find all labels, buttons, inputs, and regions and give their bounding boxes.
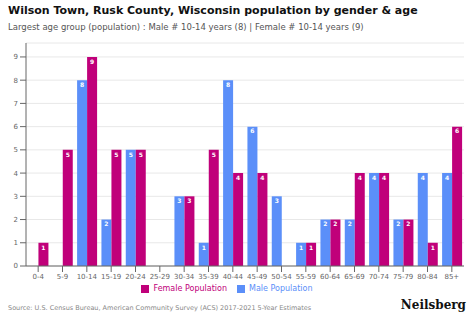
svg-text:8: 8 bbox=[226, 81, 230, 88]
svg-text:40-44: 40-44 bbox=[223, 273, 244, 281]
svg-text:5: 5 bbox=[14, 146, 18, 154]
svg-text:9: 9 bbox=[14, 53, 18, 61]
svg-text:1: 1 bbox=[309, 244, 313, 251]
svg-text:4: 4 bbox=[382, 174, 386, 181]
svg-text:4: 4 bbox=[260, 174, 264, 181]
svg-text:6: 6 bbox=[250, 127, 254, 134]
svg-text:5: 5 bbox=[114, 151, 118, 158]
svg-text:65-69: 65-69 bbox=[344, 273, 364, 281]
svg-text:60-64: 60-64 bbox=[320, 273, 341, 281]
svg-text:1: 1 bbox=[41, 244, 45, 251]
svg-text:75-79: 75-79 bbox=[393, 273, 413, 281]
svg-text:15-19: 15-19 bbox=[101, 273, 121, 281]
svg-text:1: 1 bbox=[299, 244, 303, 251]
svg-text:5: 5 bbox=[129, 151, 133, 158]
svg-text:50-54: 50-54 bbox=[271, 273, 292, 281]
svg-text:2: 2 bbox=[406, 220, 410, 227]
svg-text:35-39: 35-39 bbox=[198, 273, 218, 281]
svg-text:2: 2 bbox=[333, 220, 337, 227]
svg-text:8: 8 bbox=[80, 81, 84, 88]
html-text:Wilson Town, Rusk County, Wisc: Wilson Town, Rusk County, Wisconsin popu… bbox=[8, 4, 418, 17]
html-text:Neilsberg: Neilsberg bbox=[400, 298, 466, 312]
svg-text:3: 3 bbox=[177, 197, 181, 204]
svg-text:3: 3 bbox=[187, 197, 191, 204]
svg-text:2: 2 bbox=[396, 220, 400, 227]
svg-text:6: 6 bbox=[455, 127, 459, 134]
svg-text:70-74: 70-74 bbox=[369, 273, 390, 281]
svg-text:9: 9 bbox=[90, 58, 94, 65]
svg-text:4: 4 bbox=[358, 174, 362, 181]
svg-text:4: 4 bbox=[14, 170, 19, 178]
svg-text:5: 5 bbox=[66, 151, 70, 158]
svg-text:5: 5 bbox=[139, 151, 143, 158]
svg-text:8: 8 bbox=[14, 77, 18, 85]
svg-text:2: 2 bbox=[14, 216, 18, 224]
svg-text:1: 1 bbox=[14, 239, 18, 247]
svg-text:4: 4 bbox=[445, 174, 449, 181]
svg-text:5: 5 bbox=[212, 151, 216, 158]
svg-text:3: 3 bbox=[14, 193, 18, 201]
svg-text:45-49: 45-49 bbox=[247, 273, 267, 281]
html-text:Largest age group (population): Largest age group (population) : Male # … bbox=[8, 22, 364, 32]
svg-text:4: 4 bbox=[372, 174, 376, 181]
svg-text:2: 2 bbox=[323, 220, 327, 227]
svg-text:4: 4 bbox=[421, 174, 425, 181]
svg-text:0: 0 bbox=[14, 262, 18, 270]
svg-text:25-29: 25-29 bbox=[150, 273, 170, 281]
svg-text:4: 4 bbox=[236, 174, 240, 181]
svg-text:5-9: 5-9 bbox=[57, 273, 68, 281]
svg-text:6: 6 bbox=[14, 123, 19, 131]
svg-text:80-84: 80-84 bbox=[417, 273, 438, 281]
svg-text:30-34: 30-34 bbox=[174, 273, 195, 281]
svg-text:0-4: 0-4 bbox=[32, 273, 44, 281]
svg-text:7: 7 bbox=[14, 100, 18, 108]
svg-text:10-14: 10-14 bbox=[77, 273, 98, 281]
svg-text:20-24: 20-24 bbox=[125, 273, 146, 281]
svg-text:1: 1 bbox=[431, 244, 435, 251]
html-text:Source: U.S. Census Bureau, Am: Source: U.S. Census Bureau, American Com… bbox=[8, 304, 312, 312]
svg-text:1: 1 bbox=[202, 244, 206, 251]
html-text:Female Population: Female Population bbox=[153, 284, 227, 293]
svg-text:3: 3 bbox=[275, 197, 279, 204]
html-text:Male Population: Male Population bbox=[249, 284, 313, 293]
svg-text:2: 2 bbox=[348, 220, 352, 227]
svg-text:85+: 85+ bbox=[444, 273, 459, 281]
svg-text:55-59: 55-59 bbox=[296, 273, 316, 281]
svg-text:2: 2 bbox=[104, 220, 108, 227]
